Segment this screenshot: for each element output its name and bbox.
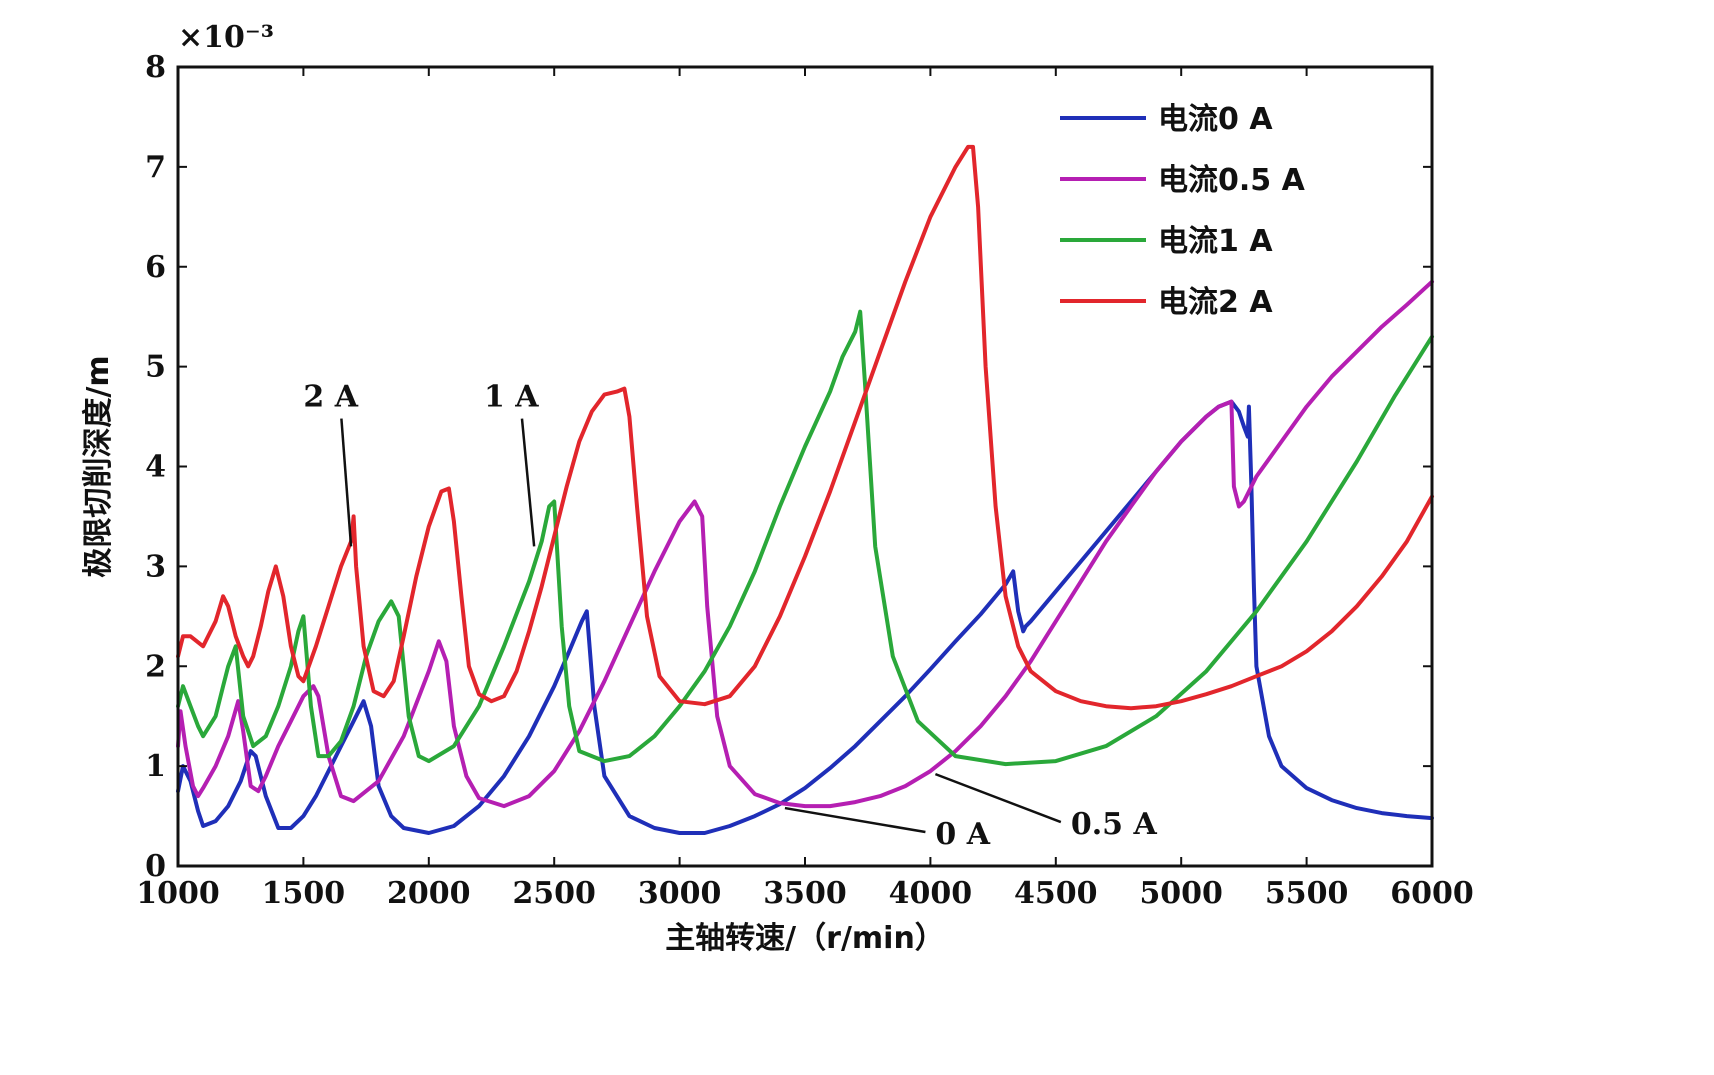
series-line-0 <box>176 399 1434 835</box>
x-tick-label: 1000 <box>136 876 220 911</box>
x-tick-label: 2500 <box>512 876 596 911</box>
annotation-label: 2 A <box>303 380 358 415</box>
series-line-1 <box>176 279 1434 809</box>
x-tick-label: 3000 <box>638 876 722 911</box>
legend-label: 电流0 A <box>1158 102 1273 137</box>
x-tick-label: 5500 <box>1265 876 1349 911</box>
y-multiplier-label: ×10⁻³ <box>178 20 274 55</box>
x-tick-label: 4500 <box>1014 876 1098 911</box>
x-tick-label: 4000 <box>889 876 973 911</box>
y-tick-label: 3 <box>145 549 166 584</box>
annotation-leader-line <box>520 418 536 547</box>
x-tick-label: 2000 <box>387 876 471 911</box>
y-tick-label: 5 <box>145 350 166 385</box>
y-tick-label: 7 <box>145 150 166 185</box>
legend: 电流0 A 电流0.5 A 电流1 A 电流2 A <box>1052 90 1352 344</box>
x-tick-label: 6000 <box>1390 876 1474 911</box>
annotation-label: 1 A <box>484 380 539 415</box>
x-axis-label: 主轴转速/（r/min） <box>665 921 945 956</box>
y-tick-label: 0 <box>145 849 166 884</box>
legend-label: 电流1 A <box>1158 224 1273 259</box>
legend-label: 电流2 A <box>1158 285 1273 320</box>
annotation-label: 0 A <box>935 817 990 852</box>
annotation-leader-line <box>784 806 926 834</box>
x-tick-label: 3500 <box>763 876 847 911</box>
series-line-2 <box>176 309 1434 767</box>
y-axis-label: 极限切削深度/m <box>81 355 116 577</box>
annotation-leader-line <box>934 772 1062 824</box>
y-tick-label: 6 <box>145 250 166 285</box>
annotation-label: 0.5 A <box>1071 807 1158 842</box>
annotation-leader-line <box>340 418 353 547</box>
x-tick-label: 5000 <box>1139 876 1223 911</box>
x-tick-label: 1500 <box>262 876 346 911</box>
annotation-layer: 2 A 1 A 0 A 0.5 A <box>303 380 1157 852</box>
series-line-3 <box>176 144 1434 711</box>
y-tick-label: 8 <box>145 50 166 85</box>
y-tick-label: 1 <box>145 749 166 784</box>
legend-label: 电流0.5 A <box>1158 163 1306 198</box>
tick-layer: 1000 1500 2000 2500 3000 3500 4000 4500 5000 5500… <box>136 50 1474 911</box>
y-tick-label: 4 <box>145 450 166 485</box>
y-tick-label: 2 <box>145 649 166 684</box>
series-layer <box>176 144 1434 835</box>
